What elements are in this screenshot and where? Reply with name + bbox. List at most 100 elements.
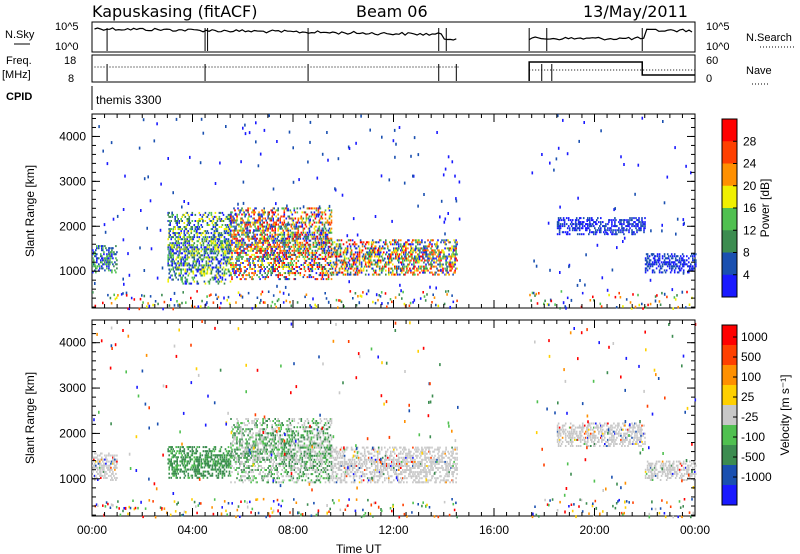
scatter-cell [106,464,108,467]
scatter-cell [387,247,389,250]
scatter-cell [433,261,435,264]
scatter-cell [394,267,396,270]
scatter-cell [407,253,409,256]
scatter-cell [167,213,169,216]
scatter-cell [180,238,182,241]
scatter-cell [214,252,217,255]
near-range-cell [554,303,556,306]
noise-cell [127,252,129,256]
scatter-cell [239,278,241,281]
noise-cell [375,293,378,297]
scatter-cell [405,247,407,250]
scatter-cell [630,219,632,222]
noise-cell [410,154,412,158]
scatter-cell [291,253,294,256]
scatter-cell [279,249,281,252]
scatter-cell [180,278,182,281]
scatter-cell [272,266,274,268]
scatter-cell [288,223,291,226]
scatter-cell [111,271,113,274]
scatter-cell [183,462,186,465]
scatter-cell [328,241,331,244]
scatter-cell [174,220,176,222]
station-title: Kapuskasing (fitACF) [92,2,257,21]
scatter-cell [199,228,202,231]
scatter-cell [238,209,240,212]
scatter-cell [213,258,216,261]
scatter-cell [168,252,170,255]
near-range-cell [143,294,146,298]
scatter-cell [353,261,356,264]
scatter-cell [92,263,94,266]
scatter-cell [201,268,204,271]
scatter-cell [223,250,226,253]
scatter-cell [682,269,685,272]
scatter-cell [567,217,570,220]
scatter-cell [432,253,434,256]
scatter-cell [115,466,117,469]
noise-cell [161,266,164,270]
scatter-cell [327,264,330,266]
scatter-cell [256,237,258,240]
scatter-cell [644,221,646,224]
scatter-cell [426,253,428,256]
scatter-cell [680,267,683,270]
scatter-cell [186,220,189,222]
scatter-cell [235,270,237,273]
scatter-cell [259,247,261,250]
scatter-cell [259,245,261,248]
scatter-cell [382,259,385,262]
scatter-cell [183,470,186,473]
scatter-cell [663,259,666,262]
scatter-cell [208,218,211,220]
scatter-cell [609,229,611,232]
noise-cell [452,248,455,252]
scatter-cell [312,253,315,256]
noise-cell [654,299,657,303]
colorbar-tick-label: 20 [743,179,757,193]
colorbar-tick-label: 24 [743,157,757,171]
scatter-cell [204,236,207,239]
scatter-cell [292,217,295,220]
scatter-cell [186,242,189,245]
scatter-cell [197,228,200,231]
scatter-cell [570,221,573,224]
scatter-cell [92,249,94,252]
cpid-label: CPID [6,91,32,103]
scatter-cell [421,265,423,268]
scatter-cell [409,267,411,270]
scatter-cell [172,246,174,249]
scatter-cell [289,235,292,238]
scatter-cell [623,233,625,236]
scatter-cell [103,468,105,471]
scatter-cell [187,472,190,475]
scatter-cell [641,225,643,228]
scatter-cell [305,251,308,254]
scatter-cell [221,211,224,214]
scatter-cell [197,266,200,269]
scatter-cell [289,233,292,236]
scatter-cell [181,215,183,218]
scatter-cell [167,256,169,259]
scatter-cell [636,225,638,228]
scatter-cell [421,255,423,258]
scatter-cell [109,253,111,256]
scatter-cell [628,231,630,234]
noise-cell [555,157,558,161]
scatter-cell [372,247,375,250]
scatter-cell [318,237,321,240]
scatter-cell [251,268,253,270]
scatter-cell [297,235,300,238]
scatter-cell [184,258,187,261]
near-range-cell [666,295,668,299]
scatter-cell [258,239,260,242]
scatter-cell [641,221,643,224]
scatter-cell [201,266,204,269]
scatter-cell [613,229,615,232]
scatter-cell [635,217,637,220]
scatter-cell [652,269,655,272]
scatter-cell [241,243,243,246]
nsky-label: N.Sky [5,29,35,41]
scatter-cell [451,267,453,270]
scatter-cell [180,468,182,471]
